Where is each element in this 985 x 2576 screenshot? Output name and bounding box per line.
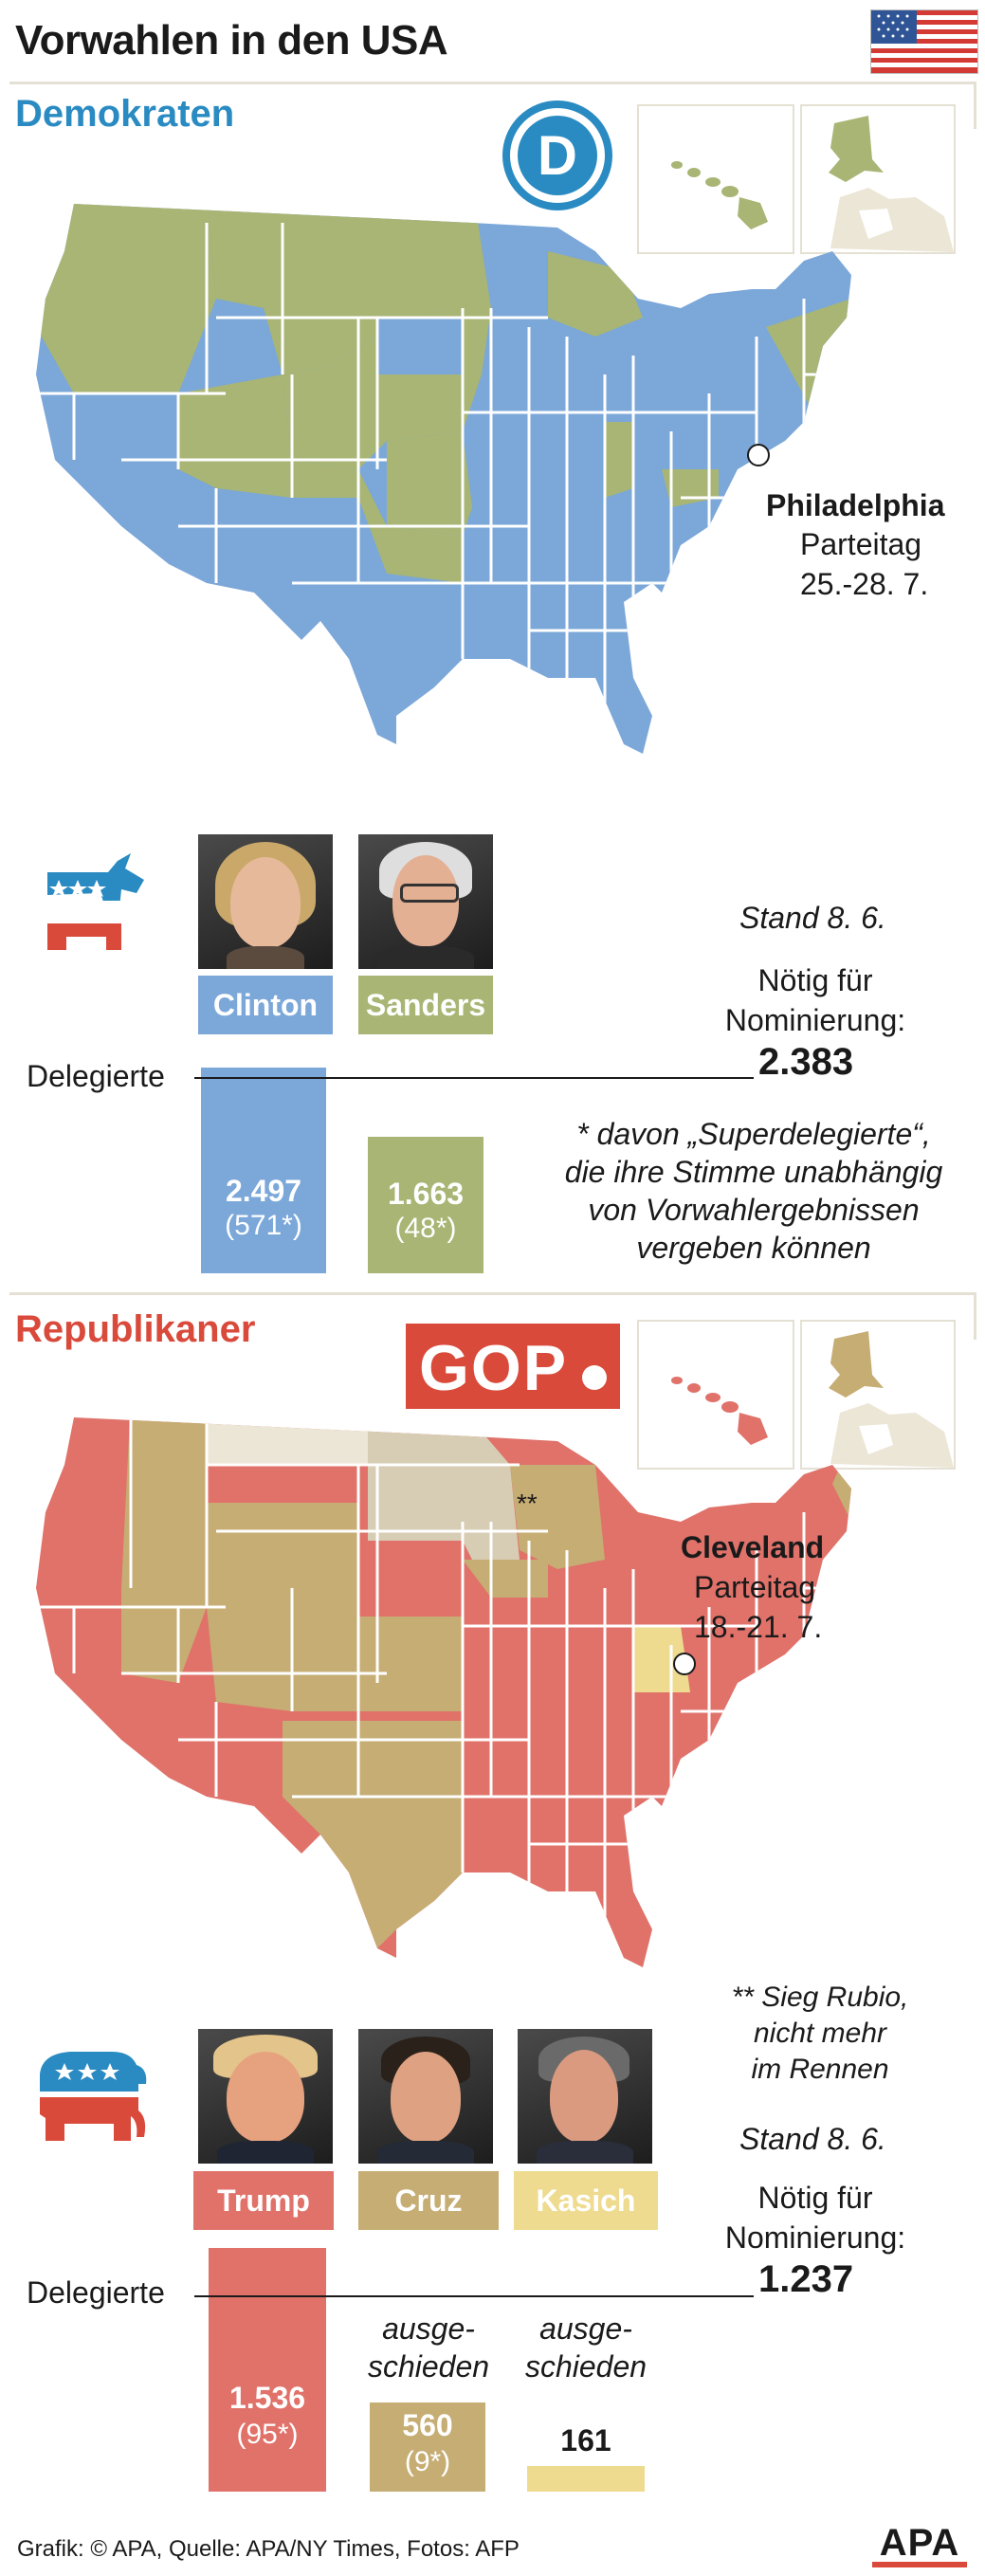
dem-note-1: * davon „Superdelegierte“, xyxy=(576,1117,931,1151)
sanders-delegates: 1.663 xyxy=(387,1176,465,1211)
clinton-superdelegates: (571*) xyxy=(225,1210,302,1242)
rubio-note-1: ** Sieg Rubio, xyxy=(731,1982,909,2013)
dem-note-4: vergeben können xyxy=(636,1231,871,1265)
rep-needed-label-2: Nominierung: xyxy=(724,2220,906,2255)
cruz-status-2: schieden xyxy=(367,2349,490,2384)
dem-needed-value: 2.383 xyxy=(758,1041,854,1083)
rep-needed-value: 1.237 xyxy=(758,2258,854,2300)
elephant-icon xyxy=(32,2046,154,2145)
clinton-photo xyxy=(198,834,333,969)
cruz-superdelegates: (9*) xyxy=(404,2446,451,2478)
dem-needed-label-1: Nötig für xyxy=(757,963,873,997)
rubio-note-3: im Rennen xyxy=(751,2054,889,2085)
kasich-delegates: 161 xyxy=(560,2423,611,2457)
trump-label: Trump xyxy=(193,2171,334,2230)
kasich-label: Kasich xyxy=(514,2171,658,2230)
kasich-status-1: ausge- xyxy=(539,2311,632,2346)
rep-delegates-label: Delegierte xyxy=(27,2275,165,2310)
dem-threshold-line xyxy=(194,1077,754,1079)
dem-convention-label: Parteitag xyxy=(800,527,922,561)
rep-alaska-inset xyxy=(800,1320,956,1470)
dem-convention-dates: 25.-28. 7. xyxy=(800,567,929,601)
footer-credit: Grafik: © APA, Quelle: APA/NY Times, Fot… xyxy=(17,2536,520,2562)
clinton-bar: 2.497 (571*) xyxy=(201,1068,326,1273)
cruz-label: Cruz xyxy=(358,2171,499,2230)
cruz-status-1: ausge- xyxy=(382,2311,475,2346)
cruz-photo xyxy=(358,2029,493,2164)
dem-hawaii-inset xyxy=(637,104,794,254)
us-flag-icon xyxy=(870,9,978,74)
dem-delegates-label: Delegierte xyxy=(27,1059,165,1093)
dem-note-2: die ihre Stimme unabhängig xyxy=(564,1155,943,1189)
section-divider xyxy=(9,1292,976,1295)
kasich-photo xyxy=(518,2029,652,2164)
dem-convention-city: Philadelphia xyxy=(766,488,945,522)
trump-bar: 1.536 (95*) xyxy=(209,2247,326,2492)
cruz-bar: 560 (9*) xyxy=(370,2402,485,2492)
clinton-label: Clinton xyxy=(198,976,333,1034)
page-title: Vorwahlen in den USA xyxy=(15,17,448,64)
dem-note-3: von Vorwahlergebnissen xyxy=(588,1193,920,1227)
kasich-status-2: schieden xyxy=(524,2349,648,2384)
kasich-bar xyxy=(527,2466,645,2492)
sanders-superdelegates: (48*) xyxy=(394,1212,457,1244)
rep-convention-dates: 18.-21. 7. xyxy=(694,1610,823,1644)
democrats-map xyxy=(17,185,965,792)
trump-superdelegates: (95*) xyxy=(236,2418,299,2450)
cruz-delegates: 560 xyxy=(402,2408,453,2443)
sanders-bar: 1.663 (48*) xyxy=(368,1136,483,1273)
donkey-icon xyxy=(30,851,152,956)
dem-status: Stand 8. 6. xyxy=(739,901,886,935)
republicans-heading: Republikaner xyxy=(15,1308,256,1350)
rep-hawaii-inset xyxy=(637,1320,794,1470)
apa-logo-text: APA xyxy=(879,2522,960,2564)
rep-convention-city: Cleveland xyxy=(681,1530,825,1564)
rubio-note-2: nicht mehr xyxy=(753,2018,887,2049)
section-divider-right xyxy=(974,1292,976,1340)
rep-threshold-line xyxy=(194,2295,754,2297)
democrats-heading: Demokraten xyxy=(15,93,235,135)
title-divider-right xyxy=(974,82,976,129)
gop-logo: GOP xyxy=(406,1324,620,1409)
rep-status: Stand 8. 6. xyxy=(739,2122,886,2156)
democrat-logo-letter: D xyxy=(538,125,577,187)
republicans-map xyxy=(17,1398,965,2005)
sanders-photo xyxy=(358,834,493,969)
rep-map-mark: ** xyxy=(517,1489,538,1518)
gop-logo-text: GOP xyxy=(419,1332,569,1404)
rep-convention-label: Parteitag xyxy=(694,1570,816,1604)
trump-photo xyxy=(198,2029,333,2164)
gop-elephant-small-icon xyxy=(582,1365,607,1390)
sanders-label: Sanders xyxy=(358,976,493,1034)
clinton-delegates: 2.497 xyxy=(225,1174,302,1209)
dem-alaska-inset xyxy=(800,104,956,254)
democrat-logo: D xyxy=(502,100,612,210)
title-divider xyxy=(9,82,976,84)
trump-delegates: 1.536 xyxy=(228,2380,306,2415)
rep-needed-label-1: Nötig für xyxy=(757,2181,873,2215)
dem-needed-label-2: Nominierung: xyxy=(724,1003,906,1037)
apa-logo-bar xyxy=(872,2562,967,2567)
apa-logo: APA xyxy=(870,2522,969,2569)
